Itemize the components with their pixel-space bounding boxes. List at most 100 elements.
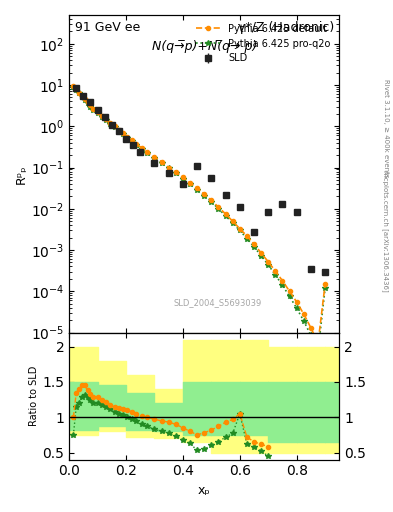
Pythia 6.425 pro-q2o [259, 252, 263, 259]
Pythia 6.425 default [108, 120, 113, 126]
Pythia 6.425 pro-q2o [159, 160, 164, 166]
Pythia 6.425 default [259, 250, 263, 256]
Pythia 6.425 pro-q2o [129, 138, 134, 144]
Pythia 6.425 pro-q2o [252, 244, 256, 250]
Pythia 6.425 default [273, 268, 278, 274]
Pythia 6.425 default [83, 96, 87, 102]
Pythia 6.425 pro-q2o [223, 212, 228, 219]
Pythia 6.425 default [129, 137, 134, 143]
Pythia 6.425 default [209, 197, 214, 203]
Pythia 6.425 pro-q2o [280, 282, 285, 288]
Pythia 6.425 pro-q2o [301, 318, 306, 324]
Pythia 6.425 pro-q2o [266, 262, 271, 268]
Pythia 6.425 default [85, 99, 90, 105]
Pythia 6.425 pro-q2o [209, 199, 214, 205]
Pythia 6.425 pro-q2o [173, 170, 178, 176]
Pythia 6.425 default [112, 123, 117, 130]
Pythia 6.425 default [216, 204, 221, 210]
Pythia 6.425 default [323, 281, 327, 287]
Pythia 6.425 default [287, 288, 292, 294]
Text: γ*/Z (Hadronic): γ*/Z (Hadronic) [238, 22, 334, 34]
Pythia 6.425 default [79, 93, 84, 99]
Pythia 6.425 default [74, 86, 79, 92]
Pythia 6.425 default [145, 149, 150, 155]
Pythia 6.425 default [77, 90, 81, 96]
Legend: Pythia 6.425 default, Pythia 6.425 pro-q2o, SLD: Pythia 6.425 default, Pythia 6.425 pro-q… [192, 20, 334, 68]
Pythia 6.425 pro-q2o [71, 83, 76, 90]
Pythia 6.425 pro-q2o [237, 227, 242, 233]
Pythia 6.425 pro-q2o [166, 165, 171, 172]
Pythia 6.425 default [230, 218, 235, 224]
Pythia 6.425 pro-q2o [309, 332, 313, 338]
Pythia 6.425 pro-q2o [180, 176, 185, 182]
Pythia 6.425 default [188, 180, 193, 186]
Pythia 6.425 pro-q2o [230, 220, 235, 226]
Pythia 6.425 pro-q2o [99, 114, 104, 120]
Pythia 6.425 default [152, 154, 157, 160]
Pythia 6.425 pro-q2o [85, 100, 90, 106]
Pythia 6.425 pro-q2o [83, 97, 87, 103]
Pythia 6.425 pro-q2o [323, 285, 327, 291]
Pythia 6.425 pro-q2o [139, 146, 144, 152]
Pythia 6.425 default [316, 340, 320, 346]
Pythia 6.425 pro-q2o [104, 117, 108, 123]
Pythia 6.425 default [121, 130, 125, 136]
Pythia 6.425 pro-q2o [294, 305, 299, 311]
Pythia 6.425 default [202, 191, 207, 197]
Pythia 6.425 pro-q2o [95, 110, 100, 116]
Pythia 6.425 default [125, 134, 130, 140]
Pythia 6.425 pro-q2o [188, 181, 193, 187]
Pythia 6.425 default [223, 211, 228, 217]
X-axis label: xₚ: xₚ [198, 484, 211, 497]
Pythia 6.425 pro-q2o [202, 193, 207, 199]
Pythia 6.425 pro-q2o [125, 135, 130, 141]
Pythia 6.425 default [117, 127, 121, 133]
Pythia 6.425 default [159, 159, 164, 165]
Pythia 6.425 pro-q2o [152, 155, 157, 161]
Pythia 6.425 pro-q2o [195, 187, 200, 193]
Line: Pythia 6.425 pro-q2o: Pythia 6.425 pro-q2o [71, 84, 328, 354]
Pythia 6.425 pro-q2o [88, 103, 93, 110]
Pythia 6.425 pro-q2o [74, 87, 79, 93]
Pythia 6.425 default [95, 109, 100, 115]
Pythia 6.425 pro-q2o [134, 141, 138, 147]
Pythia 6.425 pro-q2o [77, 90, 81, 96]
Pythia 6.425 default [139, 145, 144, 151]
Pythia 6.425 default [266, 259, 271, 265]
Pythia 6.425 pro-q2o [121, 131, 125, 137]
Pythia 6.425 pro-q2o [244, 236, 249, 242]
Pythia 6.425 default [244, 233, 249, 239]
Pythia 6.425 default [294, 299, 299, 305]
Pythia 6.425 default [195, 185, 200, 191]
Y-axis label: Ratio to SLD: Ratio to SLD [29, 366, 39, 426]
Pythia 6.425 default [237, 226, 242, 232]
Line: Pythia 6.425 default: Pythia 6.425 default [71, 84, 327, 346]
Text: N(q→̅p)+N(̅q→ p): N(q→̅p)+N(̅q→ p) [152, 40, 257, 53]
Text: 91 GeV ee: 91 GeV ee [75, 22, 140, 34]
Pythia 6.425 default [173, 169, 178, 175]
Pythia 6.425 default [166, 164, 171, 170]
Pythia 6.425 default [134, 141, 138, 147]
Text: Rivet 3.1.10, ≥ 400k events: Rivet 3.1.10, ≥ 400k events [383, 79, 389, 177]
Pythia 6.425 pro-q2o [79, 93, 84, 99]
Pythia 6.425 pro-q2o [273, 272, 278, 278]
Text: mcplots.cern.ch [arXiv:1306.3436]: mcplots.cern.ch [arXiv:1306.3436] [382, 169, 389, 291]
Pythia 6.425 pro-q2o [108, 121, 113, 127]
Pythia 6.425 default [180, 174, 185, 180]
Y-axis label: Rᵖₚ: Rᵖₚ [15, 164, 28, 183]
Pythia 6.425 default [280, 278, 285, 284]
Pythia 6.425 default [104, 116, 108, 122]
Pythia 6.425 pro-q2o [216, 206, 221, 212]
Pythia 6.425 default [91, 105, 95, 112]
Pythia 6.425 default [309, 325, 313, 331]
Text: SLD_2004_S5693039: SLD_2004_S5693039 [174, 298, 262, 307]
Pythia 6.425 pro-q2o [117, 127, 121, 134]
Pythia 6.425 default [88, 102, 93, 109]
Pythia 6.425 pro-q2o [287, 293, 292, 300]
Pythia 6.425 default [99, 113, 104, 119]
Pythia 6.425 default [71, 83, 76, 89]
Pythia 6.425 pro-q2o [91, 106, 95, 113]
Pythia 6.425 default [252, 241, 256, 247]
Pythia 6.425 pro-q2o [112, 124, 117, 131]
Pythia 6.425 pro-q2o [145, 151, 150, 157]
